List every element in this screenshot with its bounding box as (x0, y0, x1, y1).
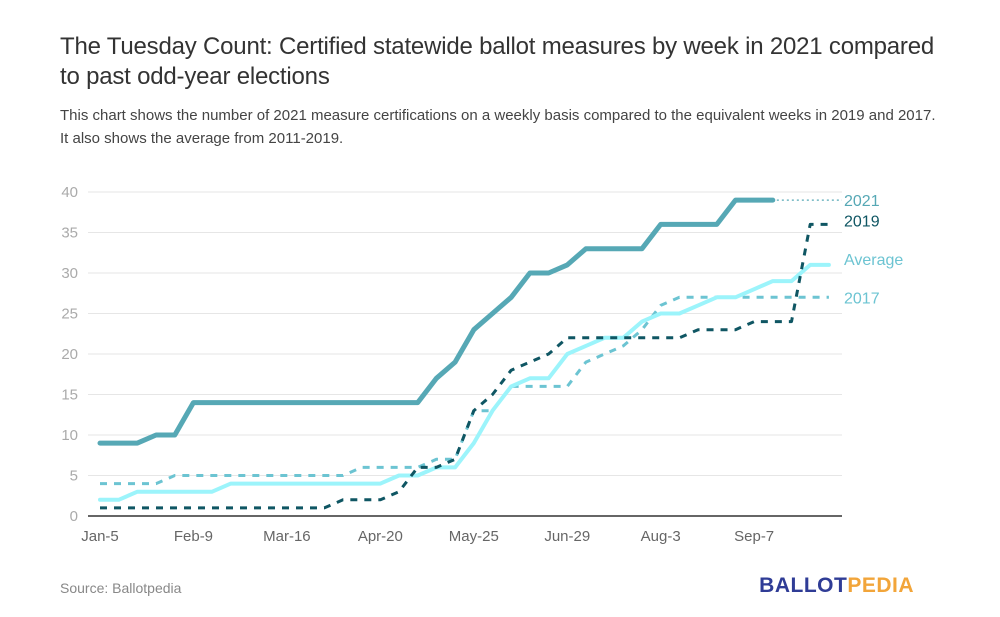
x-axis-tick-labels: Jan-5 Feb-9 Mar-16 Apr-20 May-25 Jun-29 Aug-3 S… (81, 528, 774, 545)
y-tick-label: 25 (61, 306, 78, 323)
logo-pedia-text: PEDIA (847, 574, 914, 597)
x-tick-label: Apr-20 (358, 528, 403, 545)
y-axis-tick-labels: 0 5 10 15 20 25 30 35 40 (61, 184, 78, 525)
series-lines (97, 197, 842, 510)
chart-title: The Tuesday Count: Certified statewide b… (60, 33, 935, 90)
y-tick-label: 30 (61, 265, 78, 282)
ballotpedia-logo: BALLOTPEDIA (759, 574, 914, 598)
x-tick-label: Jun-29 (544, 528, 590, 545)
legend-label-2017: 2017 (844, 290, 880, 307)
y-tick-label: 5 (70, 468, 78, 485)
legend-labels: 2021 2019 Average 2017 (844, 193, 903, 307)
x-tick-label: Mar-16 (263, 528, 311, 545)
series-line-average (98, 262, 831, 502)
series-line-2019 (100, 222, 829, 510)
chart-subtitle: This chart shows the number of 2021 meas… (60, 107, 936, 147)
series-line-2017 (100, 295, 829, 486)
y-tick-label: 15 (61, 387, 78, 404)
x-tick-label: Sep-7 (734, 528, 774, 545)
x-tick-label: Jan-5 (81, 528, 119, 545)
y-tick-label: 20 (61, 346, 78, 363)
legend-label-2019: 2019 (844, 213, 880, 230)
source-note: Source: Ballotpedia (60, 580, 182, 596)
y-tick-label: 10 (61, 427, 78, 444)
legend-label-average: Average (844, 252, 903, 269)
series-line-2021 (97, 197, 776, 446)
y-tick-label: 40 (61, 184, 78, 201)
logo-ballot-text: BALLOT (759, 574, 848, 597)
gridlines (88, 191, 842, 517)
legend-label-2021: 2021 (844, 193, 880, 210)
x-tick-label: Feb-9 (174, 528, 213, 545)
x-tick-label: May-25 (449, 528, 499, 545)
y-tick-label: 0 (70, 508, 78, 525)
x-tick-label: Aug-3 (641, 528, 681, 545)
y-tick-label: 35 (61, 225, 78, 242)
